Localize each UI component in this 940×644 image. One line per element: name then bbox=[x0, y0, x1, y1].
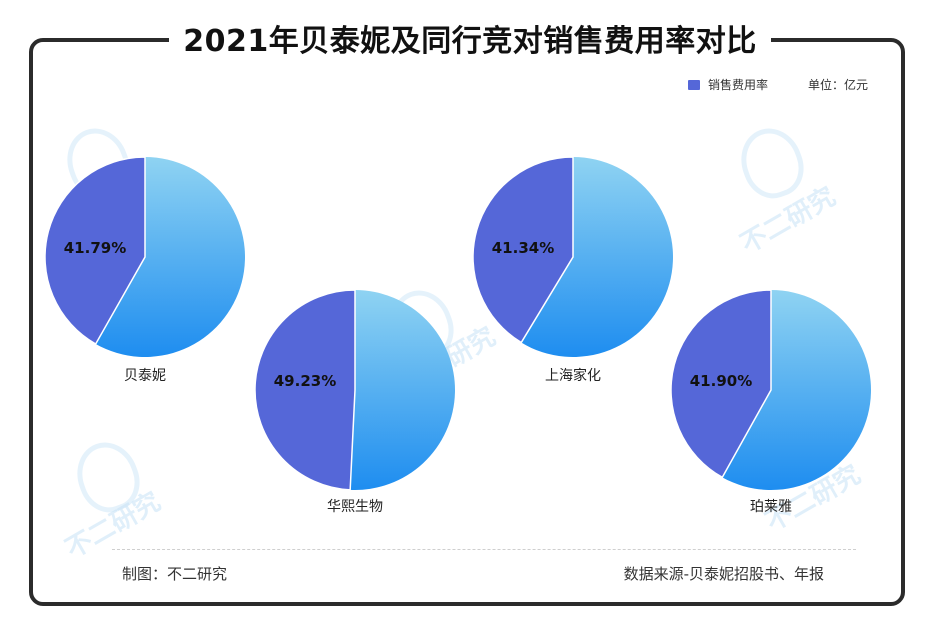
pie-value-label: 49.23% bbox=[274, 372, 336, 390]
pie-category-label: 珀莱雅 bbox=[750, 499, 792, 515]
pie-slice-rest bbox=[95, 157, 245, 357]
pie-1: 41.79% 贝泰妮 bbox=[44, 156, 245, 384]
pie-category-label: 上海家化 bbox=[545, 367, 601, 384]
pie-category-label: 贝泰妮 bbox=[124, 368, 166, 384]
pie-slice-sales-expense bbox=[670, 289, 772, 479]
pie-value-label: 41.90% bbox=[690, 372, 752, 390]
legend: 销售费用率 bbox=[688, 76, 768, 93]
pie-3: 41.34% 上海家化 bbox=[472, 156, 673, 384]
pie-slice-sales-expense bbox=[472, 156, 574, 344]
pie-slice-rest bbox=[521, 157, 673, 357]
pie-slice-sales-expense bbox=[44, 156, 146, 346]
title-container: 2021年贝泰妮及同行竞对销售费用率对比 bbox=[0, 16, 940, 60]
footer-divider bbox=[112, 549, 856, 550]
pie-value-label: 41.79% bbox=[64, 239, 126, 257]
pie-slice-rest bbox=[350, 290, 455, 490]
legend-label: 销售费用率 bbox=[708, 78, 769, 92]
pie-slice-sales-expense bbox=[254, 289, 356, 491]
chart-title: 2021年贝泰妮及同行竞对销售费用率对比 bbox=[169, 16, 771, 60]
legend-swatch bbox=[688, 79, 700, 90]
pie-slice-rest bbox=[722, 290, 871, 490]
pie-2: 49.23% 华熙生物 bbox=[254, 289, 455, 515]
pie-value-label: 41.34% bbox=[492, 239, 554, 257]
unit-label: 单位：亿元 bbox=[808, 78, 869, 92]
pie-category-label: 华熙生物 bbox=[327, 499, 383, 515]
footer-source: 数据来源-贝泰妮招股书、年报 bbox=[623, 565, 824, 583]
footer-credit: 制图：不二研究 bbox=[122, 565, 228, 583]
pie-4: 41.90% 珀莱雅 bbox=[670, 289, 871, 515]
